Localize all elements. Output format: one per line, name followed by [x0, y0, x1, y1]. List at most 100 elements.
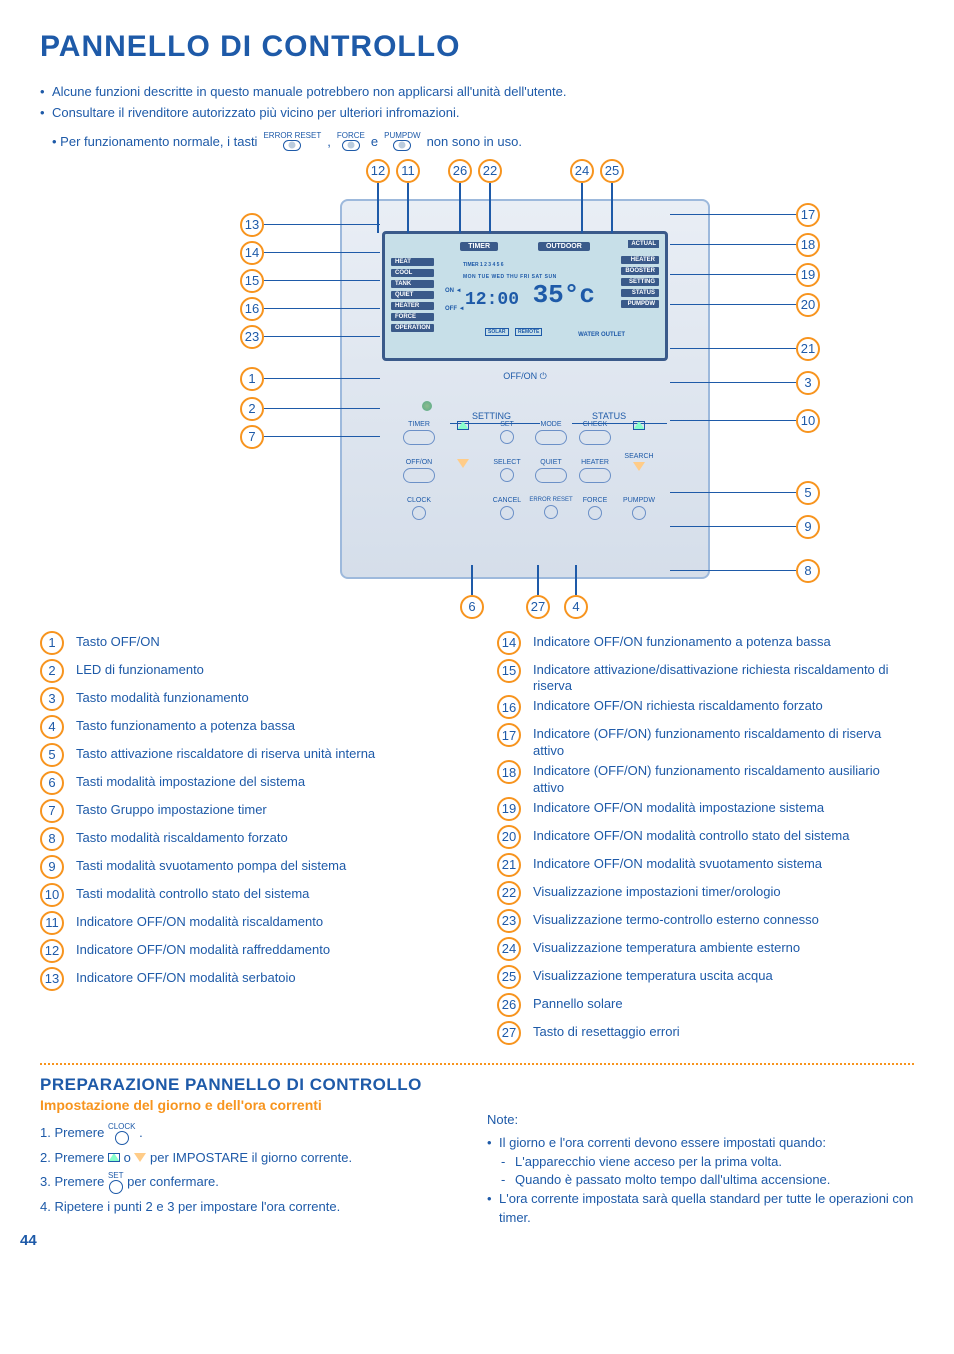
step-1: 1. Premere CLOCK . — [40, 1121, 467, 1146]
legend-number: 20 — [497, 825, 521, 849]
text: , — [327, 134, 331, 149]
callout-number: 19 — [796, 263, 820, 287]
timer-label: TIMER — [397, 421, 441, 428]
check-label: CHECK — [573, 421, 617, 428]
callout: 12 — [366, 159, 390, 233]
legend-number: 17 — [497, 723, 521, 747]
legend-text: Tasti modalità svuotamento pompa del sis… — [76, 855, 346, 875]
offon-button[interactable] — [403, 468, 435, 483]
callout: 26 — [448, 159, 472, 233]
pumpdw-button[interactable] — [632, 506, 646, 520]
down-button[interactable] — [457, 459, 469, 468]
legend-text: Tasto modalità funzionamento — [76, 687, 249, 707]
notes-title: Note: — [487, 1111, 914, 1130]
lcd-timer-label: TIMER — [460, 242, 498, 251]
lcd-remote: REMOTE — [515, 328, 542, 336]
legend-item: 22Visualizzazione impostazioni timer/oro… — [497, 881, 914, 909]
callout-line — [264, 436, 380, 438]
lcd-water-outlet: WATER OUTLET — [578, 332, 625, 338]
legend-number: 2 — [40, 659, 64, 683]
legend-item: 10Tasti modalità controllo stato del sis… — [40, 883, 457, 911]
legend-text: Indicatore OFF/ON modalità impostazione … — [533, 797, 824, 817]
timer-button[interactable] — [403, 430, 435, 445]
legend-number: 14 — [497, 631, 521, 655]
legend-item: 3 Tasto modalità funzionamento — [40, 687, 457, 715]
operation-led — [422, 401, 432, 411]
legend-number: 27 — [497, 1021, 521, 1045]
cancel-button[interactable] — [500, 506, 514, 520]
legend-number: 21 — [497, 853, 521, 877]
legend-item: 13Indicatore OFF/ON modalità serbatoio — [40, 967, 457, 995]
legend-text: Indicatore OFF/ON funzionamento a potenz… — [533, 631, 831, 651]
page-title: PANNELLO DI CONTROLLO — [40, 30, 914, 64]
legend-number: 19 — [497, 797, 521, 821]
mode-button[interactable] — [535, 430, 567, 445]
legend-text: Tasto funzionamento a potenza bassa — [76, 715, 295, 735]
callout: 25 — [600, 159, 624, 233]
lcd-off: OFF ◄ — [445, 306, 465, 312]
lcd-indicator: HEAT — [391, 258, 434, 266]
callout-line — [264, 408, 380, 410]
callout-line — [670, 244, 796, 246]
lcd-indicator: FORCE — [391, 313, 434, 321]
lcd-outdoor-label: OUTDOOR — [538, 242, 590, 251]
text: non sono in uso. — [427, 134, 522, 149]
notes-section: Note: Il giorno e l'ora correnti devono … — [487, 1075, 914, 1228]
setting-section-label: SETTING — [472, 411, 511, 421]
callout-line — [264, 378, 380, 380]
lcd-indicator: BOOSTER — [621, 267, 659, 275]
callout-number: 21 — [796, 337, 820, 361]
legend-text: LED di funzionamento — [76, 659, 204, 679]
select-button[interactable] — [500, 468, 514, 482]
force-icon — [342, 140, 360, 151]
lcd-indicator: HEATER — [391, 302, 434, 310]
force-button[interactable] — [588, 506, 602, 520]
heater-button[interactable] — [579, 468, 611, 483]
callout: 15 — [240, 269, 380, 293]
quiet-button[interactable] — [535, 468, 567, 483]
legend-item: 26Pannello solare — [497, 993, 914, 1021]
legend-number: 15 — [497, 659, 521, 683]
callout-line — [581, 183, 583, 233]
callout-line — [670, 304, 796, 306]
up-button[interactable] — [457, 421, 469, 430]
callout: 19 — [670, 263, 820, 287]
callout-number: 3 — [796, 371, 820, 395]
callout-number: 8 — [796, 559, 820, 583]
check-button[interactable] — [579, 430, 611, 445]
callout-number: 11 — [396, 159, 420, 183]
legend-text: Visualizzazione temperatura uscita acqua — [533, 965, 773, 985]
error-reset-label: ERROR RESET — [529, 497, 573, 503]
set-button[interactable] — [500, 430, 514, 444]
callout-line — [611, 183, 613, 233]
control-panel-diagram: TIMER OUTDOOR ACTUAL HEATCOOLTANKQUIETHE… — [40, 159, 910, 619]
legend-number: 11 — [40, 911, 64, 935]
cancel-label: CANCEL — [485, 497, 529, 504]
legend-number: 3 — [40, 687, 64, 711]
callout-line — [670, 382, 796, 384]
up-button[interactable] — [633, 421, 645, 430]
callout: 20 — [670, 293, 820, 317]
clock-button[interactable] — [412, 506, 426, 520]
down-button[interactable] — [633, 462, 645, 471]
key-label: PUMPDW — [384, 132, 420, 140]
error-reset-button[interactable] — [544, 505, 558, 519]
legend-item: 5Tasto attivazione riscaldatore di riser… — [40, 743, 457, 771]
legend-number: 7 — [40, 799, 64, 823]
legend-item: 24Visualizzazione temperatura ambiente e… — [497, 937, 914, 965]
legend-item: 6Tasti modalità impostazione del sistema — [40, 771, 457, 799]
legend-item: 19 Indicatore OFF/ON modalità impostazion… — [497, 797, 914, 825]
prep-steps: 1. Premere CLOCK . 2. Premere o per IMPO… — [40, 1121, 467, 1220]
intro-list: Alcune funzioni descritte in questo manu… — [40, 82, 914, 124]
force-label: FORCE — [573, 497, 617, 504]
legend-text: Tasto di resettaggio errori — [533, 1021, 680, 1041]
legend-text: Tasto OFF/ON — [76, 631, 160, 651]
pumpdw-icon — [393, 140, 411, 151]
callout-number: 16 — [240, 297, 264, 321]
legend-number: 18 — [497, 760, 521, 784]
legend-text: Tasti modalità impostazione del sistema — [76, 771, 305, 791]
callout: 27 — [526, 565, 550, 619]
legend-text: Indicatore attivazione/disattivazione ri… — [533, 659, 914, 696]
legend-item: 2 LED di funzionamento — [40, 659, 457, 687]
lcd-temp: 35°c — [533, 280, 595, 310]
